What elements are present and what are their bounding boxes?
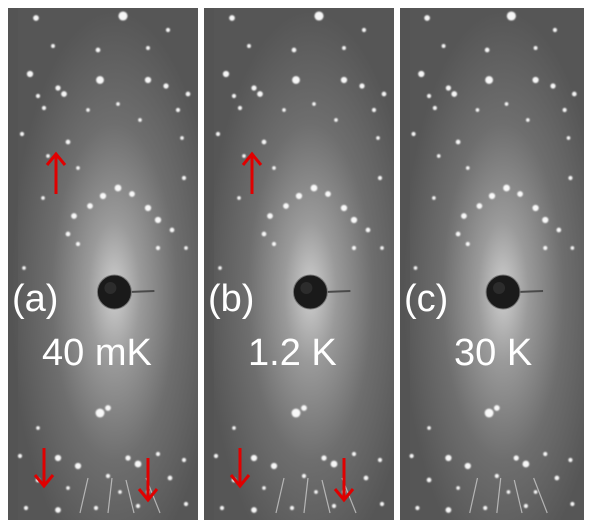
- panel-label-a: (a): [12, 278, 59, 320]
- temperature-label-c: 30 K: [454, 332, 533, 374]
- diffraction-panel-a: (a) 40 mK: [8, 8, 198, 520]
- diffraction-panel-b: (b) 1.2 K: [204, 8, 394, 520]
- red-arrow-up-icon: [45, 151, 67, 194]
- diffraction-pattern-c: [400, 8, 584, 520]
- red-arrow-down-icon: [137, 458, 159, 503]
- temperature-label-b: 1.2 K: [248, 332, 337, 374]
- panel-label-c: (c): [404, 278, 449, 320]
- red-arrow-down-icon: [33, 448, 55, 489]
- diffraction-pattern-b: [204, 8, 394, 520]
- diffraction-pattern-a: [8, 8, 198, 520]
- panel-label-b: (b): [208, 278, 255, 320]
- red-arrow-up-icon: [241, 151, 263, 194]
- red-arrow-down-icon: [333, 458, 355, 503]
- temperature-label-a: 40 mK: [42, 332, 152, 374]
- diffraction-panel-c: (c) 30 K: [400, 8, 584, 520]
- red-arrow-down-icon: [229, 448, 251, 489]
